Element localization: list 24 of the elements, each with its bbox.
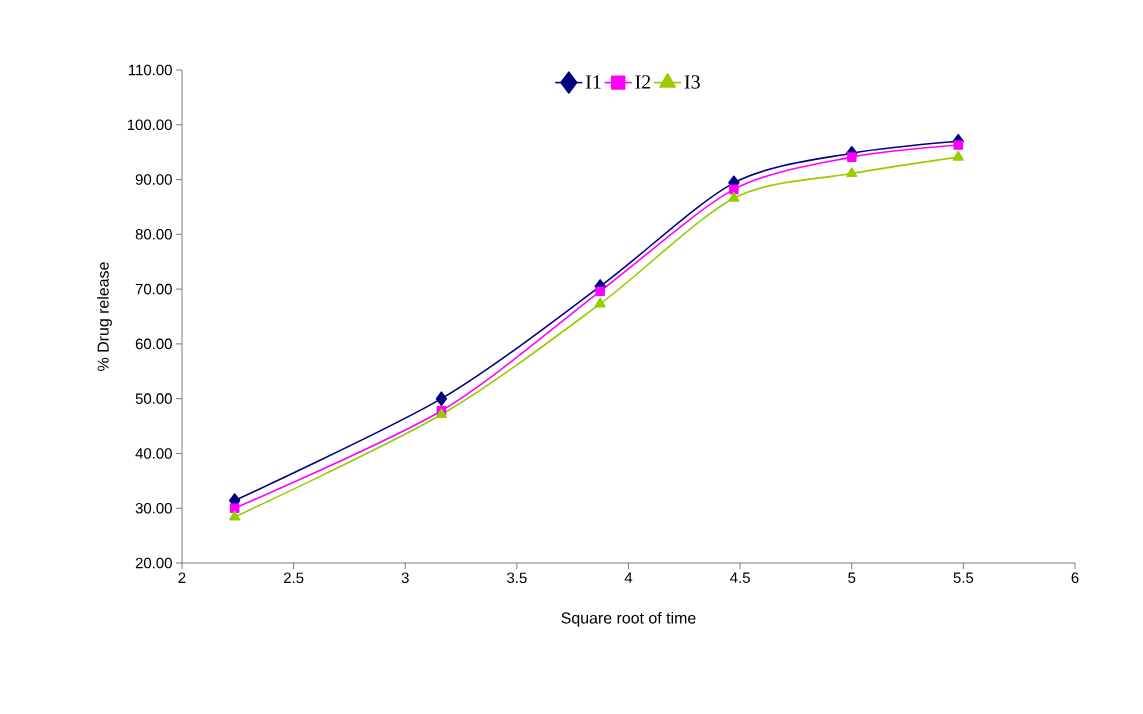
y-tick-label: 80.00 <box>135 229 172 240</box>
legend-label: I2 <box>635 75 651 89</box>
y-tick-label: 90.00 <box>135 174 172 185</box>
x-tick-label: 3.5 <box>507 572 527 584</box>
x-tick-label: 2.5 <box>283 572 304 584</box>
x-tick-label: 2 <box>178 572 186 583</box>
legend-label: I1 <box>585 75 601 89</box>
x-tick-label: 4 <box>624 572 633 583</box>
x-tick-label: 6 <box>1071 572 1079 584</box>
y-tick-label: 50.00 <box>135 393 172 404</box>
x-tick-label: 5 <box>848 572 856 583</box>
y-tick-label: 30.00 <box>135 502 172 514</box>
x-axis-title: Square root of time <box>561 611 696 627</box>
legend-label: I3 <box>684 75 700 89</box>
y-tick-label: 110.00 <box>129 64 172 76</box>
y-tick-label: 40.00 <box>135 448 172 459</box>
y-axis-title: % Drug release <box>97 262 112 371</box>
y-tick-label: 100.00 <box>127 119 172 131</box>
x-tick-label: 3 <box>401 572 409 584</box>
y-tick-label: 20.00 <box>135 557 172 569</box>
x-tick-label: 5.5 <box>953 572 974 583</box>
y-tick-label: 60.00 <box>135 338 172 350</box>
x-tick-label: 4.5 <box>730 572 750 583</box>
y-tick-label: 70.00 <box>135 283 172 295</box>
